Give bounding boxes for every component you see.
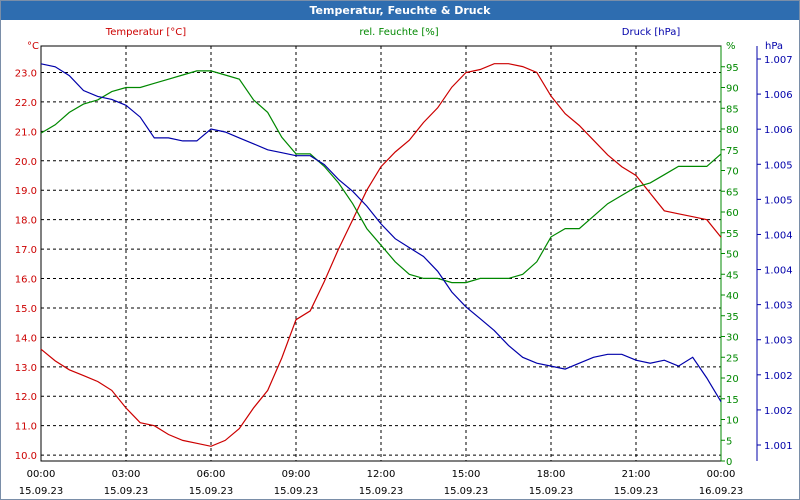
temperature-tick-label: 16.0 (15, 275, 37, 286)
pressure-unit: hPa (765, 41, 783, 52)
x-tick-date: 16.09.23 (699, 486, 744, 497)
x-tick-time: 00:00 (27, 469, 56, 480)
x-tick-date: 15.09.23 (359, 486, 404, 497)
pressure-tick-label: 1.005 (764, 195, 793, 206)
x-tick-date: 15.09.23 (104, 486, 149, 497)
humidity-tick-label: 75 (726, 146, 739, 157)
pressure-tick-label: 1.002 (764, 371, 793, 382)
temperature-tick-label: 15.0 (15, 304, 37, 315)
pressure-tick-label: 1.001 (764, 441, 793, 452)
humidity-series-line (40, 70, 722, 284)
x-tick-time: 15:00 (452, 469, 481, 480)
humidity-tick-label: 20 (726, 374, 739, 385)
humidity-unit: % (726, 41, 736, 52)
pressure-tick-label: 1.007 (764, 55, 793, 66)
temperature-tick-label: 23.0 (15, 68, 37, 79)
temperature-tick-label: 17.0 (15, 245, 37, 256)
humidity-tick-label: 65 (726, 187, 739, 198)
humidity-tick-label: 30 (726, 333, 739, 344)
x-tick-time: 21:00 (622, 469, 651, 480)
humidity-tick-label: 85 (726, 104, 739, 115)
humidity-tick-label: 45 (726, 270, 739, 281)
humidity-tick-label: 95 (726, 63, 739, 74)
x-tick-time: 18:00 (537, 469, 566, 480)
x-tick-date: 15.09.23 (529, 486, 574, 497)
temperature-unit: °C (27, 41, 39, 52)
humidity-tick-label: 15 (726, 395, 739, 406)
humidity-tick-label: 50 (726, 250, 739, 261)
x-tick-date: 15.09.23 (19, 486, 64, 497)
pressure-tick-label: 1.002 (764, 406, 793, 417)
humidity-axis-label: rel. Feuchte [%] (359, 27, 438, 38)
x-tick-date: 15.09.23 (614, 486, 659, 497)
humidity-tick-label: 35 (726, 312, 739, 323)
humidity-tick-label: 0 (726, 457, 732, 468)
pressure-tick-label: 1.006 (764, 90, 793, 101)
x-tick-time: 12:00 (367, 469, 396, 480)
chart-title: Temperatur, Feuchte & Druck (1, 1, 799, 20)
humidity-tick-label: 10 (726, 416, 739, 427)
x-tick-time: 06:00 (197, 469, 226, 480)
temperature-tick-label: 11.0 (15, 422, 37, 433)
temperature-tick-label: 12.0 (15, 392, 37, 403)
temperature-tick-label: 22.0 (15, 98, 37, 109)
pressure-tick-label: 1.003 (764, 336, 793, 347)
temperature-axis-label: Temperatur [°C] (105, 27, 186, 38)
temperature-tick-label: 19.0 (15, 186, 37, 197)
x-tick-date: 15.09.23 (274, 486, 319, 497)
x-tick-date: 15.09.23 (189, 486, 234, 497)
pressure-tick-label: 1.004 (764, 266, 793, 277)
temperature-tick-label: 13.0 (15, 363, 37, 374)
humidity-tick-label: 60 (726, 208, 739, 219)
temperature-tick-label: 14.0 (15, 333, 37, 344)
chart-canvas: Temperatur [°C] rel. Feuchte [%] Druck [… (15, 27, 793, 497)
pressure-tick-label: 1.003 (764, 301, 793, 312)
x-tick-time: 03:00 (112, 469, 141, 480)
humidity-tick-label: 90 (726, 84, 739, 95)
pressure-tick-label: 1.004 (764, 230, 793, 241)
temperature-tick-label: 18.0 (15, 216, 37, 227)
x-tick-time: 09:00 (282, 469, 311, 480)
humidity-tick-label: 70 (726, 167, 739, 178)
humidity-tick-label: 40 (726, 291, 739, 302)
humidity-tick-label: 5 (726, 436, 732, 447)
temperature-tick-label: 21.0 (15, 127, 37, 138)
pressure-tick-label: 1.005 (764, 160, 793, 171)
temperature-series-line (40, 63, 722, 447)
pressure-tick-label: 1.006 (764, 125, 793, 136)
pressure-axis-label: Druck [hPa] (622, 27, 681, 38)
humidity-tick-label: 25 (726, 353, 739, 364)
humidity-tick-label: 55 (726, 229, 739, 240)
temperature-tick-label: 20.0 (15, 157, 37, 168)
pressure-series-line (40, 63, 722, 403)
x-tick-time: 00:00 (707, 469, 736, 480)
humidity-tick-label: 80 (726, 125, 739, 136)
x-tick-date: 15.09.23 (444, 486, 489, 497)
temperature-tick-label: 10.0 (15, 451, 37, 462)
